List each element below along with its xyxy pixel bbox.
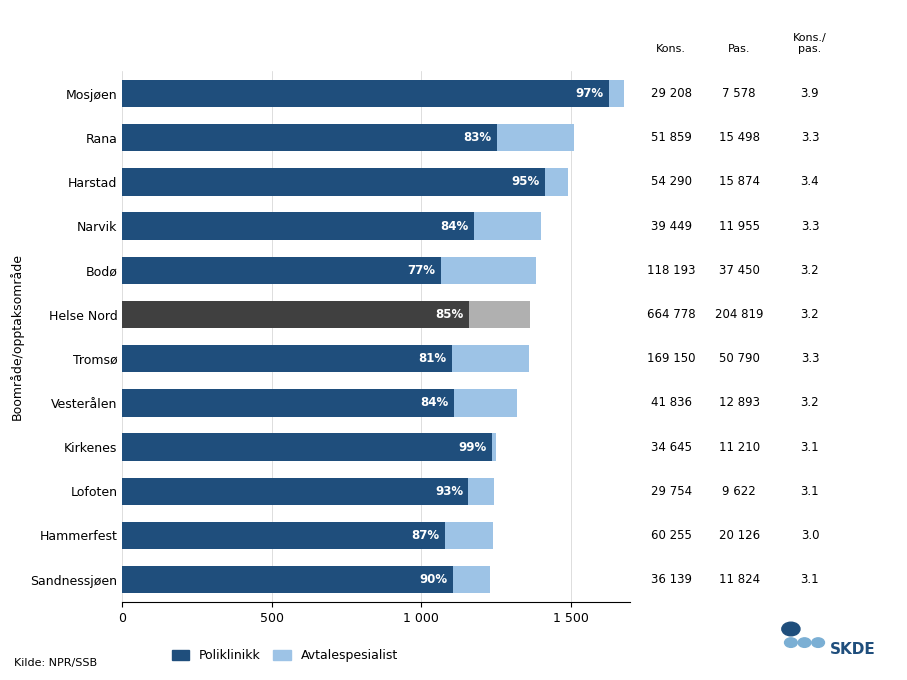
Text: 41 836: 41 836 xyxy=(650,396,692,409)
Bar xyxy=(122,124,497,152)
Text: 77%: 77% xyxy=(408,264,435,277)
Text: 3.2: 3.2 xyxy=(801,264,819,277)
Text: Kilde: NPR/SSB: Kilde: NPR/SSB xyxy=(14,658,97,668)
Bar xyxy=(497,124,573,152)
Bar xyxy=(122,522,444,549)
Bar xyxy=(468,477,494,505)
Text: 84%: 84% xyxy=(440,220,468,233)
Text: 20 126: 20 126 xyxy=(718,529,760,542)
Bar xyxy=(122,212,473,240)
Text: 3.9: 3.9 xyxy=(801,87,819,100)
Text: Kons.: Kons. xyxy=(656,44,687,54)
Bar xyxy=(441,256,536,284)
Text: 3.3: 3.3 xyxy=(801,352,819,365)
Text: 11 955: 11 955 xyxy=(718,220,760,233)
Text: 50 790: 50 790 xyxy=(718,352,760,365)
Text: 99%: 99% xyxy=(459,441,487,454)
Text: 11 824: 11 824 xyxy=(718,573,760,586)
Text: 95%: 95% xyxy=(512,175,540,188)
Text: 9 622: 9 622 xyxy=(722,485,756,498)
Text: Pas.: Pas. xyxy=(728,44,750,54)
Bar xyxy=(473,212,541,240)
Bar xyxy=(122,168,545,196)
Text: 3.2: 3.2 xyxy=(801,308,819,321)
Text: 664 778: 664 778 xyxy=(647,308,696,321)
Text: 97%: 97% xyxy=(576,87,604,100)
Bar xyxy=(469,301,531,328)
Text: 3.1: 3.1 xyxy=(801,485,819,498)
Bar xyxy=(454,389,517,417)
Text: 204 819: 204 819 xyxy=(715,308,764,321)
Bar xyxy=(122,301,469,328)
Text: 37 450: 37 450 xyxy=(718,264,760,277)
Text: 3.1: 3.1 xyxy=(801,573,819,586)
Text: 3.2: 3.2 xyxy=(801,396,819,409)
Text: 85%: 85% xyxy=(435,308,463,321)
Text: 54 290: 54 290 xyxy=(650,175,692,188)
Text: SKDE: SKDE xyxy=(830,642,875,657)
Text: 87%: 87% xyxy=(411,529,439,542)
Text: Kons./
pas.: Kons./ pas. xyxy=(793,33,827,54)
Text: 3.3: 3.3 xyxy=(801,220,819,233)
Bar xyxy=(122,345,452,373)
Text: 3.4: 3.4 xyxy=(801,175,819,188)
Text: 169 150: 169 150 xyxy=(647,352,696,365)
Text: 11 210: 11 210 xyxy=(718,441,760,454)
Text: 93%: 93% xyxy=(434,485,463,498)
Bar xyxy=(122,477,468,505)
Text: 36 139: 36 139 xyxy=(650,573,692,586)
Bar xyxy=(122,80,610,107)
Bar xyxy=(122,256,441,284)
Text: 39 449: 39 449 xyxy=(650,220,692,233)
Bar xyxy=(452,345,529,373)
Text: 3.1: 3.1 xyxy=(801,441,819,454)
Bar xyxy=(545,168,568,196)
Text: 15 874: 15 874 xyxy=(718,175,760,188)
Text: 118 193: 118 193 xyxy=(647,264,696,277)
Text: 7 578: 7 578 xyxy=(723,87,756,100)
Bar xyxy=(454,566,490,594)
Bar xyxy=(493,433,496,461)
Text: 29 754: 29 754 xyxy=(650,485,692,498)
Text: 60 255: 60 255 xyxy=(650,529,692,542)
Text: 29 208: 29 208 xyxy=(650,87,692,100)
Bar xyxy=(122,566,454,594)
Text: 34 645: 34 645 xyxy=(650,441,692,454)
Legend: Poliklinikk, Avtalespesialist: Poliklinikk, Avtalespesialist xyxy=(167,644,404,667)
Text: 81%: 81% xyxy=(418,352,446,365)
Text: 3.3: 3.3 xyxy=(801,131,819,144)
Y-axis label: Boområde/opptaksområde: Boområde/opptaksområde xyxy=(10,253,24,420)
Bar xyxy=(122,433,493,461)
Text: 90%: 90% xyxy=(420,573,448,586)
Text: 12 893: 12 893 xyxy=(718,396,760,409)
Text: 15 498: 15 498 xyxy=(718,131,760,144)
Text: 83%: 83% xyxy=(463,131,492,144)
Text: 51 859: 51 859 xyxy=(650,131,692,144)
Bar xyxy=(122,389,454,417)
Bar xyxy=(444,522,493,549)
Bar xyxy=(610,80,624,107)
Text: 3.0: 3.0 xyxy=(801,529,819,542)
Text: 84%: 84% xyxy=(420,396,448,409)
